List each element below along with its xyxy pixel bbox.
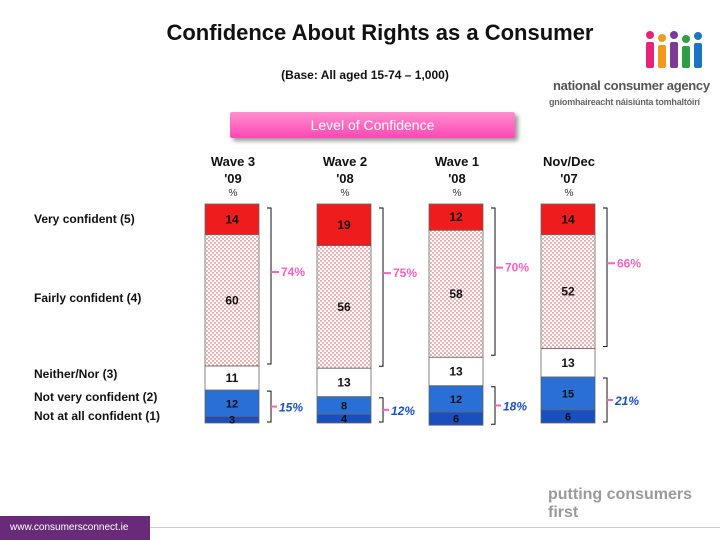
confident-bracket-1 [267, 207, 272, 365]
nca-logo-icon [646, 31, 702, 68]
bar-very-4 [540, 203, 596, 236]
data-label-neither-2: 13 [337, 375, 351, 389]
bar-notatall-2 [316, 413, 372, 424]
bar-notatall-3 [428, 411, 484, 426]
data-label-very-2: 19 [337, 218, 351, 232]
data-label-very-4: 14 [561, 212, 575, 226]
data-label-very-3: 12 [449, 210, 463, 224]
pct-header-1: % [228, 188, 238, 199]
data-label-fairly-2: 56 [337, 300, 351, 314]
bar-neither-4 [540, 348, 596, 378]
data-label-notatall-3: 6 [453, 414, 459, 426]
confident-bracket-2 [379, 207, 384, 367]
wave-header-2-line1: Wave 2 [322, 154, 368, 169]
not-confident-total-4: 21% [614, 394, 639, 408]
wave-header-1-line2: '09 [224, 171, 242, 186]
bar-notatall-4 [540, 409, 596, 424]
wave-header-3-line2: '08 [448, 171, 466, 186]
data-label-neither-4: 13 [561, 356, 575, 370]
confident-total-4: 66% [617, 256, 641, 270]
footer-divider [150, 527, 720, 528]
pct-header-3: % [452, 188, 462, 199]
not-confident-bracket-3 [491, 386, 496, 425]
bar-very-1 [204, 203, 260, 236]
tagline: putting consumers first [548, 486, 693, 521]
bar-fairly-2 [316, 245, 372, 369]
wave-header-1-line1: Wave 3 [210, 154, 256, 169]
bar-notvery-4 [540, 376, 596, 411]
data-label-notvery-4: 15 [562, 388, 574, 400]
row-label-fairly-confident: Fairly confident (4) [34, 291, 142, 305]
wave-header-4-line1: Nov/Dec [542, 154, 596, 169]
data-label-neither-3: 13 [449, 365, 463, 379]
bar-fairly-4 [540, 234, 596, 349]
data-label-notvery-3: 12 [450, 394, 462, 406]
wave-header-3: Wave 1 '08 [412, 153, 502, 187]
row-label-very-confident: Very confident (5) [34, 212, 135, 226]
wave-header-1: Wave 3 '09 [188, 153, 278, 187]
pct-header-4: % [564, 188, 574, 199]
data-label-notvery-2: 8 [341, 400, 347, 412]
data-label-fairly-1: 60 [225, 293, 239, 307]
not-confident-bracket-4 [603, 377, 608, 423]
data-label-notatall-1: 3 [229, 415, 235, 427]
wave-header-2: Wave 2 '08 [300, 153, 390, 187]
footer-website-link[interactable]: www.consumersconnect.ie [0, 516, 150, 540]
not-confident-total-2: 12% [391, 404, 415, 418]
subtitle: (Base: All aged 15-74 – 1,000) [281, 68, 449, 82]
logo-name-irish: gníomhaireacht náisiúnta tomhaltóirí [549, 97, 700, 107]
not-confident-total-1: 15% [279, 401, 303, 415]
title-text: Confidence About Rights as a Consumer [166, 20, 594, 45]
bar-neither-1 [204, 365, 260, 391]
pct-header-2: % [340, 188, 350, 199]
bar-notatall-1 [204, 416, 260, 424]
data-label-notvery-1: 12 [226, 398, 238, 410]
confident-total-3: 70% [505, 261, 529, 275]
row-label-neither-nor: Neither/Nor (3) [34, 367, 118, 381]
bar-fairly-3 [428, 229, 484, 358]
confident-bracket-3 [491, 207, 496, 356]
confident-total-2: 75% [393, 266, 417, 280]
not-confident-bracket-2 [379, 397, 384, 423]
wave-header-4: Nov/Dec '07 [524, 153, 614, 187]
not-confident-total-3: 18% [503, 399, 527, 413]
data-label-very-1: 14 [225, 212, 239, 226]
row-label-not-at-all-confident: Not at all confident (1) [34, 409, 160, 423]
bar-neither-2 [316, 367, 372, 398]
bar-very-2 [316, 203, 372, 247]
page-title: Confidence About Rights as a Consumer [0, 20, 720, 46]
data-label-notatall-4: 6 [565, 411, 571, 423]
confident-total-1: 74% [281, 265, 305, 279]
bar-notvery-3 [428, 385, 484, 413]
data-label-fairly-3: 58 [449, 287, 463, 301]
confident-bracket-4 [603, 207, 608, 348]
wave-header-2-line2: '08 [336, 171, 354, 186]
level-of-confidence-banner: Level of Confidence [230, 112, 515, 138]
logo-name: national consumer agency [553, 78, 710, 93]
wave-header-3-line1: Wave 1 [434, 154, 480, 169]
data-label-neither-1: 11 [226, 371, 239, 385]
data-label-fairly-4: 52 [561, 285, 575, 299]
not-confident-bracket-1 [267, 390, 272, 423]
data-label-notatall-2: 4 [341, 414, 348, 426]
row-label-not-very-confident: Not very confident (2) [34, 390, 158, 404]
wave-header-4-line2: '07 [560, 171, 578, 186]
bar-fairly-1 [204, 234, 260, 367]
